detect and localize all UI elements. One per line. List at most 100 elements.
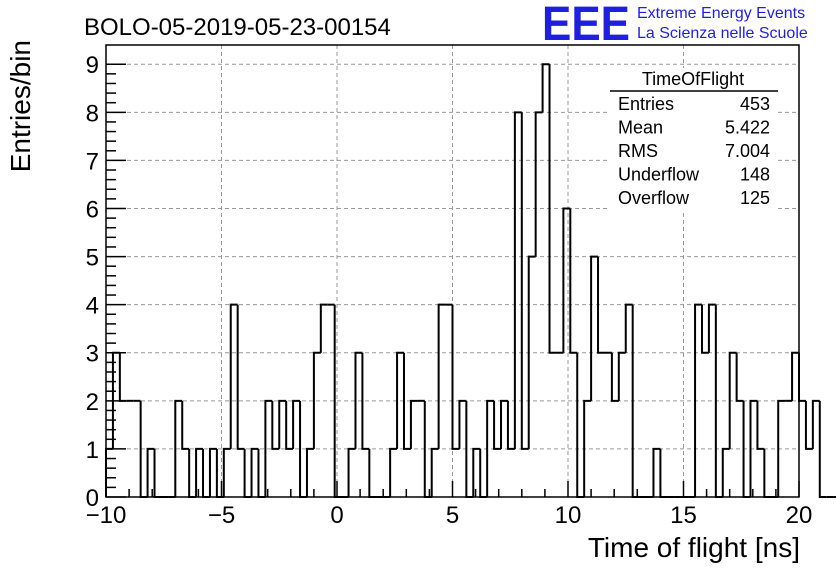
stats-row-label: Overflow xyxy=(618,188,690,208)
histogram-bin xyxy=(534,111,543,257)
histogram-bin xyxy=(590,255,599,401)
histogram-bin xyxy=(278,399,287,449)
stats-row-value: 5.422 xyxy=(725,118,770,138)
histogram-bin xyxy=(700,304,709,354)
y-tick-labels: 0 1 2 3 4 5 6 7 8 9 xyxy=(86,52,99,512)
histogram-bin xyxy=(389,447,398,497)
histogram-bin xyxy=(610,352,619,402)
x-tick-label: 5 xyxy=(446,502,459,529)
histogram-bin xyxy=(520,112,529,450)
x-tick-label: 20 xyxy=(786,502,813,529)
histogram-bin xyxy=(548,64,557,354)
x-tick-labels: −10 −5 0 5 10 15 20 xyxy=(86,502,813,529)
histogram-bin xyxy=(243,448,252,498)
histogram-bin xyxy=(451,304,460,450)
histogram-bin xyxy=(105,447,113,497)
histogram-bin xyxy=(312,351,321,449)
histogram-bin xyxy=(818,400,827,498)
histogram-bin xyxy=(728,351,737,449)
run-id-title: BOLO-05-2019-05-23-00154 xyxy=(84,14,391,41)
histogram-bin xyxy=(222,447,231,497)
stats-rows: Entries 453 Mean 5.422 RMS 7.004 Underflow 148 O… xyxy=(618,94,770,208)
histogram-bin xyxy=(305,447,314,497)
y-tick-label: 9 xyxy=(86,52,99,79)
histogram-bin xyxy=(624,303,633,353)
axis-ticks xyxy=(105,63,800,498)
y-axis-label: Entries/bin xyxy=(5,40,36,172)
histogram-bin xyxy=(617,351,626,401)
histogram-bin xyxy=(763,448,772,498)
histogram-bin xyxy=(749,399,758,497)
histogram-bin xyxy=(493,400,502,450)
histogram-bin xyxy=(347,447,356,497)
stats-row-value: 148 xyxy=(740,165,770,185)
histogram-bin xyxy=(174,399,183,497)
histogram-bin xyxy=(652,447,661,497)
y-tick-label: 5 xyxy=(86,245,99,272)
stats-box: TimeOfFlight Entries 453 Mean 5.422 RMS 7.004… xyxy=(610,68,778,210)
histogram-bin xyxy=(707,303,716,353)
histogram-bin xyxy=(694,303,702,497)
stats-row-label: Mean xyxy=(618,118,663,138)
histogram-bin xyxy=(479,448,488,498)
histogram-bin xyxy=(354,351,363,449)
histogram-bin xyxy=(513,111,522,449)
histogram-bin xyxy=(562,207,571,353)
stats-row-label: Underflow xyxy=(618,165,700,185)
histogram-bin xyxy=(229,303,238,449)
histogram-bin xyxy=(257,448,266,498)
histogram-bin xyxy=(756,400,765,450)
histogram-bin xyxy=(583,399,592,497)
y-tick-label: 7 xyxy=(86,148,99,175)
y-tick-label: 4 xyxy=(86,293,99,320)
histogram-bin xyxy=(285,400,294,450)
histogram-bin xyxy=(195,447,204,497)
stats-row-label: Entries xyxy=(618,94,674,114)
histogram-bin xyxy=(202,448,210,498)
histogram-bin xyxy=(118,352,127,402)
histogram-bin xyxy=(271,400,280,450)
histogram-bin xyxy=(181,400,190,450)
x-tick-label: −10 xyxy=(86,502,127,529)
y-tick-label: 0 xyxy=(86,485,99,512)
histogram-bin xyxy=(402,352,411,450)
histogram-bin xyxy=(292,399,301,449)
histogram-bin xyxy=(576,352,585,498)
histogram-bin xyxy=(541,63,550,113)
x-axis-label: Time of flight [ns] xyxy=(588,532,800,563)
histogram-bin xyxy=(146,447,155,497)
y-tick-label: 2 xyxy=(86,389,99,416)
histogram-bin xyxy=(368,448,377,498)
histogram-bin xyxy=(527,255,536,449)
stats-row-value: 7.004 xyxy=(725,141,770,161)
histogram-bin xyxy=(811,399,820,449)
x-tick-label: 10 xyxy=(555,502,582,529)
histogram-bin xyxy=(569,208,578,354)
y-tick-label: 3 xyxy=(86,341,99,368)
stats-title: TimeOfFlight xyxy=(642,69,744,89)
histogram-bin xyxy=(264,399,273,497)
histogram-bin xyxy=(319,303,328,353)
histogram-bin xyxy=(798,352,806,402)
histogram-bin xyxy=(236,304,245,450)
y-tick-label: 6 xyxy=(86,196,99,223)
histogram-bin xyxy=(188,448,197,498)
x-tick-label: 0 xyxy=(330,502,343,529)
histogram-bin xyxy=(500,399,508,449)
eee-logo: EEE Extreme Energy Events La Scienza nel… xyxy=(542,0,808,51)
eee-logo-line2: La Scienza nelle Scuole xyxy=(637,25,808,42)
histogram-bin xyxy=(659,448,668,498)
histogram-bin xyxy=(458,399,467,449)
histogram-bin xyxy=(396,351,404,449)
stats-row-value: 125 xyxy=(740,188,770,208)
eee-logo-mark: EEE xyxy=(542,0,630,51)
eee-logo-line1: Extreme Energy Events xyxy=(637,5,805,22)
y-tick-label: 1 xyxy=(86,437,99,464)
histogram-bin xyxy=(777,399,786,497)
histogram-bin xyxy=(215,448,224,498)
histogram-bin xyxy=(804,400,813,450)
histogram-bin xyxy=(361,352,370,450)
stats-row-value: 453 xyxy=(740,94,770,114)
histogram-bin xyxy=(721,447,730,497)
